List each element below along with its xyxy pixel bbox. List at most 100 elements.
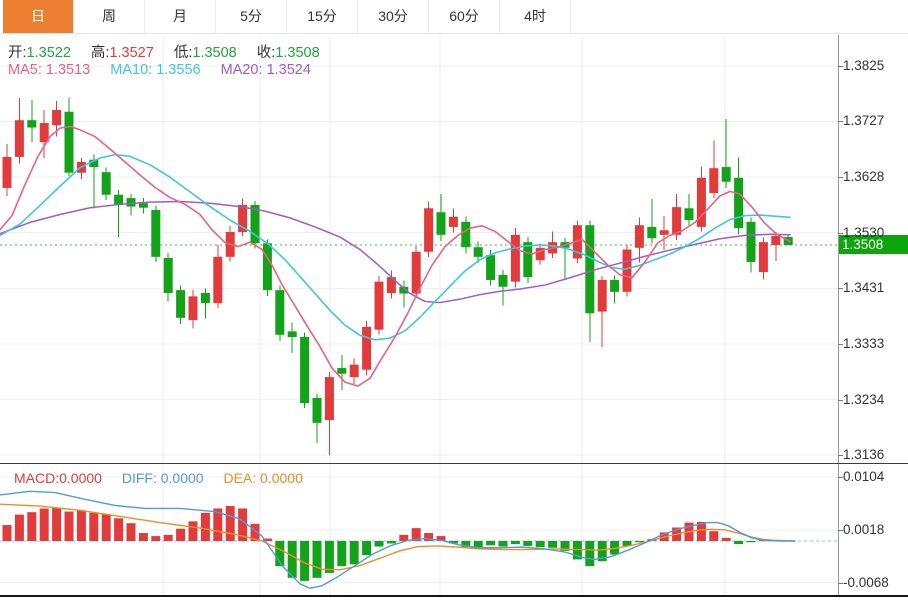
macd-histogram-bar <box>138 533 148 541</box>
axis-tick <box>838 177 843 179</box>
macd-histogram-bar <box>349 541 359 565</box>
candle-body <box>275 290 285 335</box>
candle-body <box>114 194 124 205</box>
ma20-value: 1.3524 <box>266 62 311 78</box>
axis-tick <box>838 288 843 290</box>
ma5-line <box>0 125 791 387</box>
macd-histogram-bar <box>262 538 272 541</box>
macd-histogram-bar <box>498 541 508 547</box>
candle-body <box>126 198 136 207</box>
candle-body <box>758 242 768 273</box>
macd-histogram-bar <box>634 541 644 543</box>
macd-histogram-bar <box>126 523 136 541</box>
macd-histogram-bar <box>89 512 99 541</box>
axis-tick <box>838 455 843 456</box>
candle-body <box>188 296 198 321</box>
macd-histogram-bar <box>225 506 235 541</box>
macd-histogram-bar <box>510 541 520 545</box>
open-value: 1.3522 <box>26 45 71 61</box>
candle-body <box>411 251 421 294</box>
price-axis-label: 1.3136 <box>843 447 885 462</box>
candle-body <box>659 230 669 235</box>
ma-row: MA5: 1.3513 MA10: 1.3556 MA20: 1.3524 <box>8 62 327 78</box>
macd-histogram-bar <box>176 528 186 541</box>
macd-histogram-bar <box>275 541 285 567</box>
tab-15min[interactable]: 15分 <box>287 0 358 33</box>
candle-body <box>696 177 706 227</box>
tab-week[interactable]: 周 <box>74 0 145 33</box>
candle-body <box>709 168 719 194</box>
macd-histogram-bar <box>213 508 223 541</box>
tab-60min[interactable]: 60分 <box>429 0 500 33</box>
macd-histogram-bar <box>39 508 49 541</box>
candle-body <box>14 120 24 157</box>
macd-histogram-bar <box>461 541 471 548</box>
candle-body <box>585 225 595 314</box>
axis-tick <box>838 66 843 67</box>
candle-body <box>771 235 781 245</box>
tab-day[interactable]: 日 <box>3 0 74 33</box>
ma10-line <box>0 153 791 341</box>
axis-tick <box>838 477 843 479</box>
macd-histogram-bar <box>27 512 37 541</box>
macd-histogram-bar <box>337 541 347 567</box>
price-axis <box>838 35 908 596</box>
macd-histogram-bar <box>548 541 558 548</box>
macd-indicator-row: MACD:0.0000 DIFF: 0.0000 DEA: 0.0000 <box>14 470 319 486</box>
axis-tick <box>838 529 843 531</box>
low-value: 1.3508 <box>192 45 237 61</box>
tab-4hour[interactable]: 4时 <box>500 0 571 33</box>
dea-line <box>0 503 796 571</box>
open-label: 开: <box>8 45 27 61</box>
macd-histogram-bar <box>448 541 458 544</box>
ma10-value: 1.3556 <box>156 62 201 78</box>
macd-histogram-bar <box>101 514 111 541</box>
axis-tick <box>838 399 843 401</box>
close-value: 1.3508 <box>275 45 320 61</box>
candle-body <box>634 225 644 248</box>
axis-tick <box>838 121 843 123</box>
tab-month[interactable]: 月 <box>145 0 216 33</box>
ma5-value: 1.3513 <box>45 62 91 78</box>
candle-body <box>399 286 409 294</box>
dea-value: 0.0000 <box>260 470 303 486</box>
macd-histogram-bar <box>473 541 483 549</box>
candle-body <box>163 257 173 293</box>
candle-body <box>461 221 471 248</box>
ma10-label: MA10: <box>110 62 153 78</box>
candle-body <box>448 216 458 227</box>
macd-axis-label: 0.0018 <box>843 521 885 537</box>
candle-body <box>572 225 582 259</box>
axis-tick <box>838 343 843 345</box>
tab-30min[interactable]: 30分 <box>358 0 429 33</box>
main-chart[interactable] <box>0 35 838 463</box>
tab-5min[interactable]: 5分 <box>216 0 287 33</box>
candle-body <box>64 111 74 173</box>
candle-body <box>200 292 210 304</box>
ma20-line <box>0 200 791 304</box>
macd-histogram-bar <box>14 514 24 541</box>
candle-body <box>27 120 37 128</box>
macd-histogram-bar <box>324 541 334 573</box>
macd-histogram-bar <box>721 537 731 541</box>
macd-histogram-bar <box>287 541 297 578</box>
candle-body <box>101 172 111 195</box>
macd-histogram-bar <box>362 541 372 556</box>
macd-histogram-bar <box>709 531 719 541</box>
candle-body <box>262 243 272 291</box>
candle-body <box>672 207 682 235</box>
macd-histogram-bar <box>64 511 74 541</box>
candle-body <box>300 337 310 404</box>
candle-body <box>238 204 248 232</box>
macd-histogram-bar <box>696 521 706 541</box>
axis-tick <box>838 232 843 234</box>
macd-chart[interactable] <box>0 465 838 595</box>
current-price-value: 1.3508 <box>842 237 884 253</box>
macd-histogram-bar <box>523 541 533 546</box>
low-label: 低: <box>173 45 193 61</box>
macd-histogram-bar <box>238 508 248 541</box>
macd-histogram-bar <box>200 512 210 541</box>
macd-histogram-bar <box>411 528 421 541</box>
candle-body <box>213 256 223 304</box>
macd-histogram-bar <box>52 507 62 541</box>
